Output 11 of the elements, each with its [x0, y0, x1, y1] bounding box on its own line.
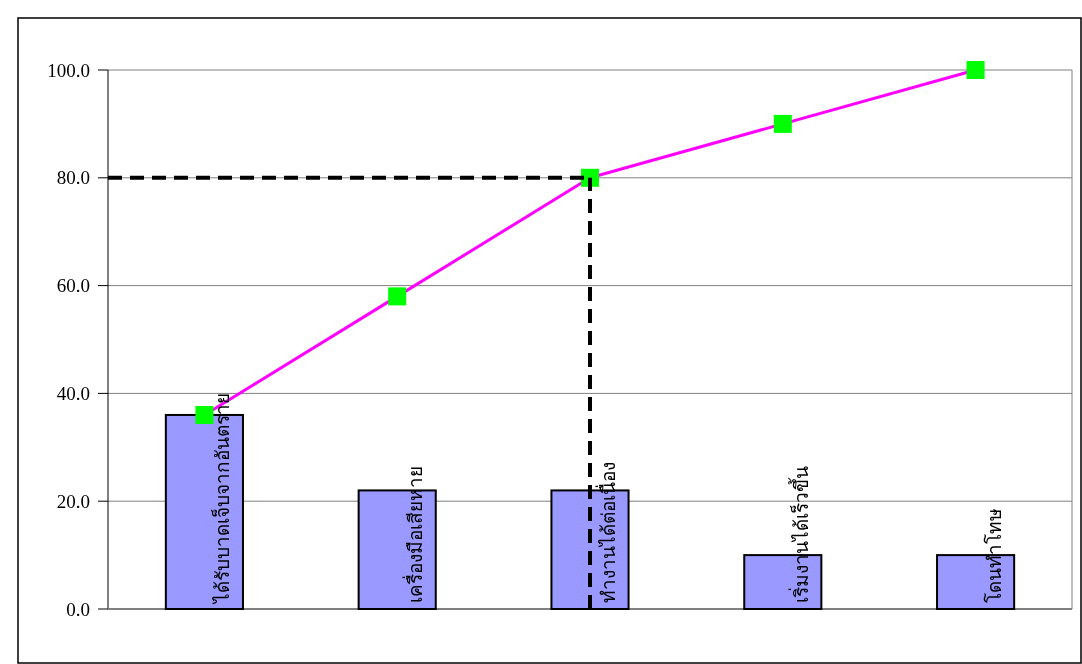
- x-tick-label: ได้รับบาดเจ็บจากอันตราย: [210, 393, 234, 605]
- x-tick-label: ทำงานได้ต่อเนื่อง: [595, 462, 619, 603]
- y-tick-label: 20.0: [56, 490, 90, 512]
- x-tick-label: เครื่องมือเสียหาย: [402, 466, 427, 603]
- y-tick-label: 60.0: [56, 275, 90, 297]
- x-tick-label: เริ่มงานได้เร็วขึ้น: [787, 466, 812, 603]
- y-tick-label: 80.0: [56, 167, 90, 189]
- y-tick-label: 0.0: [66, 598, 90, 620]
- x-tick-label: โดนทำโทษ: [982, 508, 1005, 603]
- y-tick-label: 40.0: [56, 383, 90, 405]
- y-tick-label: 100.0: [47, 59, 90, 81]
